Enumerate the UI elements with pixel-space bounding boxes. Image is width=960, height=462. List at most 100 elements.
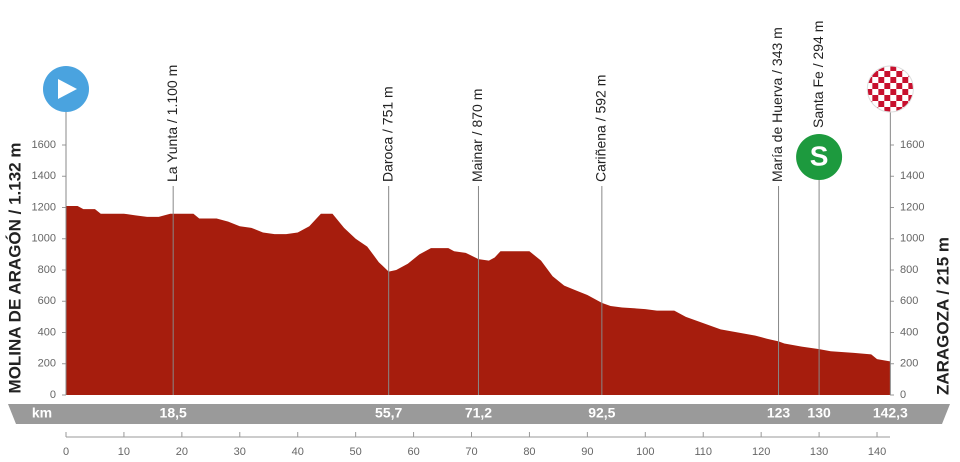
checker-cell — [890, 89, 897, 95]
checker-cell — [878, 107, 885, 112]
checker-cell — [902, 83, 909, 89]
y-tick-label: 1000 — [32, 233, 56, 245]
start-arrow — [58, 79, 77, 99]
checker-cell — [896, 66, 903, 71]
x-tick-label: 120 — [752, 446, 770, 458]
waypoint-label: Daroca / 751 m — [379, 86, 395, 182]
checker-cell — [884, 71, 891, 77]
band-km-label: 130 — [807, 405, 831, 421]
x-tick-label: 80 — [523, 446, 535, 458]
checker-cell — [867, 89, 873, 95]
checker-cell — [867, 95, 873, 101]
y2-tick-label: 600 — [900, 295, 918, 307]
y2-tick-label: 1600 — [900, 139, 924, 151]
checker-cell — [902, 77, 909, 83]
checker-cell — [908, 66, 914, 71]
x-tick-label: 50 — [350, 446, 362, 458]
checker-cell — [896, 83, 903, 89]
band-km-label: 142,3 — [873, 405, 908, 421]
y-tick-label: 0 — [50, 389, 56, 401]
x-tick-label: 0 — [63, 446, 69, 458]
checker-cell — [908, 83, 914, 89]
band-km-label: 123 — [767, 405, 791, 421]
checker-cell — [908, 95, 914, 101]
checker-cell — [896, 77, 903, 83]
checker-cell — [896, 71, 903, 77]
checker-cell — [878, 89, 885, 95]
checker-cell — [878, 77, 885, 83]
checker-cell — [908, 77, 914, 83]
finish-ring — [866, 65, 914, 113]
checker-cell — [890, 71, 897, 77]
y-tick-label: 1200 — [32, 201, 56, 213]
sprint-icon — [796, 134, 843, 180]
checker-cell — [878, 66, 885, 71]
waypoint-label: María de Huerva / 343 m — [769, 27, 785, 182]
checker-cell — [884, 66, 891, 71]
y2-tick-label: 400 — [900, 326, 918, 338]
y-tick-label: 1600 — [32, 139, 56, 151]
band-km-label: 55,7 — [375, 405, 402, 421]
checker-cell — [896, 107, 903, 112]
y2-tick-label: 1000 — [900, 233, 924, 245]
checker-cell — [896, 89, 903, 95]
checker-cell — [872, 101, 879, 107]
checker-cell — [902, 89, 909, 95]
x-tick-label: 20 — [176, 446, 188, 458]
y2-tick-label: 1200 — [900, 201, 924, 213]
checker-cell — [878, 95, 885, 101]
y-tick-label: 200 — [38, 358, 56, 370]
checker-cell — [867, 107, 873, 112]
checker-cell — [872, 71, 879, 77]
y2-tick-label: 800 — [900, 264, 918, 276]
checker-cell — [902, 95, 909, 101]
checker-cell — [872, 77, 879, 83]
checker-cell — [896, 95, 903, 101]
x-tick-label: 10 — [118, 446, 130, 458]
checker-cell — [867, 66, 873, 71]
checker-cell — [884, 95, 891, 101]
checker-cell — [890, 83, 897, 89]
checker-cell — [890, 101, 897, 107]
checker-cell — [890, 107, 897, 112]
y2-tick-label: 0 — [900, 389, 906, 401]
checker-cell — [872, 95, 879, 101]
checker-cell — [872, 89, 879, 95]
x-tick-label: 70 — [465, 446, 477, 458]
checker-cell — [867, 77, 873, 83]
finish-icon — [867, 66, 914, 112]
checker-cell — [908, 107, 914, 112]
checker-cell — [878, 83, 885, 89]
waypoint-label: La Yunta / 1.100 m — [164, 65, 180, 182]
y-tick-label: 600 — [38, 295, 56, 307]
checker-cell — [890, 77, 897, 83]
checker-cell — [884, 89, 891, 95]
x-tick-label: 130 — [810, 446, 828, 458]
checker-cell — [872, 83, 879, 89]
y-tick-label: 1400 — [32, 170, 56, 182]
y-tick-label: 400 — [38, 326, 56, 338]
y2-tick-label: 1400 — [900, 170, 924, 182]
waypoint-label: Santa Fe / 294 m — [810, 21, 826, 128]
band-km-label: 18,5 — [160, 405, 187, 421]
checker-cell — [908, 89, 914, 95]
km-label: km — [32, 405, 52, 421]
checker-cell — [867, 83, 873, 89]
start-label: MOLINA DE ARAGÓN / 1.132 m — [5, 143, 24, 394]
checker-cell — [902, 101, 909, 107]
checker-cell — [884, 107, 891, 112]
x-tick-label: 110 — [694, 446, 712, 458]
waypoint-label: Mainar / 870 m — [469, 89, 485, 182]
checker-cell — [884, 101, 891, 107]
checker-cell — [878, 71, 885, 77]
checker-cell — [890, 66, 897, 71]
x-tick-label: 100 — [636, 446, 654, 458]
checker-cell — [896, 101, 903, 107]
sprint-symbol: S — [810, 140, 829, 171]
checker-cell — [884, 77, 891, 83]
band-km-label: 71,2 — [465, 405, 492, 421]
y-tick-label: 800 — [38, 264, 56, 276]
km-band — [8, 404, 950, 424]
x-tick-label: 40 — [292, 446, 304, 458]
